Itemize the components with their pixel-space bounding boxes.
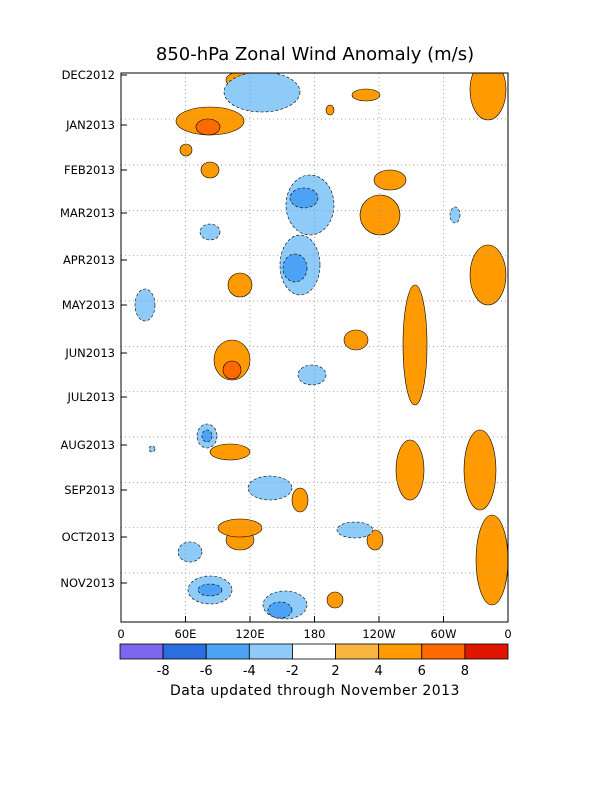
grid <box>121 73 508 622</box>
colorbar-swatch <box>464 643 509 660</box>
x-tick-label: 0 <box>504 627 511 641</box>
colorbar-swatch <box>162 643 207 660</box>
anomaly-region-positive <box>195 118 221 136</box>
anomaly-region-positive <box>402 284 428 406</box>
anomaly-region-negative <box>336 521 374 539</box>
chart-title: 850-hPa Zonal Wind Anomaly (m/s) <box>155 44 475 65</box>
anomaly-region-negative <box>289 187 319 209</box>
anomaly-region-positive <box>395 439 425 501</box>
x-tick-label: 120W <box>362 627 395 641</box>
anomaly-region-negative <box>282 253 308 283</box>
y-tick-label: JUN2013 <box>64 346 115 360</box>
colorbar-tick-label: -6 <box>200 664 213 679</box>
anomaly-region-negative <box>134 288 156 322</box>
y-tick-label: AUG2013 <box>61 438 115 452</box>
anomaly-region-positive <box>227 272 253 298</box>
anomaly-region-positive <box>351 88 381 102</box>
y-tick-label: JUL2013 <box>67 390 115 404</box>
colorbar-tick-label: 6 <box>418 664 426 679</box>
anomaly-region-positive <box>222 360 242 380</box>
colorbar-swatch <box>205 643 250 660</box>
colorbar-tick-label: -4 <box>243 664 256 679</box>
colorbar-tick-label: -8 <box>157 664 170 679</box>
colorbar-swatch <box>378 643 423 660</box>
anomaly-region-negative <box>197 583 223 597</box>
colorbar-tick-label: -2 <box>286 664 299 679</box>
anomaly-region-negative <box>267 601 293 619</box>
anomaly-region-positive <box>475 514 508 606</box>
colorbar: -8 -6 -4 -2 2 4 6 8 <box>119 643 509 679</box>
anomaly-region-positive <box>373 169 407 191</box>
plot-background <box>121 73 508 622</box>
colorbar-tick-label: 8 <box>461 664 469 679</box>
anomaly-region-negative <box>201 429 213 443</box>
anomaly-region-positive <box>291 487 309 513</box>
x-tick-label: 120E <box>235 627 264 641</box>
y-tick-label: DEC2012 <box>62 68 115 82</box>
anomaly-regions <box>134 73 508 620</box>
anomaly-region-positive <box>179 143 193 157</box>
x-tick-label: 60E <box>175 627 197 641</box>
anomaly-region-negative <box>297 364 327 386</box>
y-tick-label: SEP2013 <box>64 483 115 497</box>
anomaly-region-negative <box>199 223 221 241</box>
anomaly-region-negative <box>223 73 301 113</box>
y-tick-label: MAY2013 <box>62 298 115 312</box>
anomaly-region-positive <box>359 194 401 236</box>
anomaly-region-negative <box>177 541 203 563</box>
y-tick-label: OCT2013 <box>62 530 115 544</box>
colorbar-swatch <box>421 643 466 660</box>
x-axis: 0 60E 120E 180 120W 60W 0 <box>117 616 512 641</box>
x-tick-label: 0 <box>117 627 124 641</box>
colorbar-tick-label: 2 <box>331 664 339 679</box>
anomaly-region-positive <box>463 429 497 511</box>
colorbar-swatch <box>292 643 336 660</box>
y-axis: DEC2012 JAN2013 FEB2013 MAR2013 APR2013 MAY20… <box>60 68 127 590</box>
anomaly-region-positive <box>469 244 507 306</box>
anomaly-region-negative <box>247 475 293 501</box>
colorbar-swatch <box>335 643 380 660</box>
anomaly-region-positive <box>469 73 507 121</box>
y-tick-label: JAN2013 <box>65 118 115 132</box>
anomaly-region-positive <box>326 591 344 609</box>
anomaly-region-negative <box>148 445 156 453</box>
colorbar-swatch <box>248 643 293 660</box>
colorbar-tick-label: 4 <box>375 664 383 679</box>
colorbar-swatch <box>119 643 164 660</box>
anomaly-region-negative <box>449 206 461 224</box>
anomaly-region-positive <box>217 518 263 538</box>
y-tick-label: FEB2013 <box>64 163 115 177</box>
x-tick-label: 60W <box>430 627 456 641</box>
anomaly-region-positive <box>343 329 369 351</box>
anomaly-region-positive <box>325 104 335 116</box>
y-tick-label: MAR2013 <box>60 206 115 220</box>
anomaly-region-positive <box>200 161 220 179</box>
data-update-note: Data updated through November 2013 <box>170 683 460 699</box>
x-tick-label: 180 <box>304 627 326 641</box>
y-tick-label: APR2013 <box>63 253 115 267</box>
anomaly-region-positive <box>209 443 251 461</box>
y-tick-label: NOV2013 <box>60 576 115 590</box>
